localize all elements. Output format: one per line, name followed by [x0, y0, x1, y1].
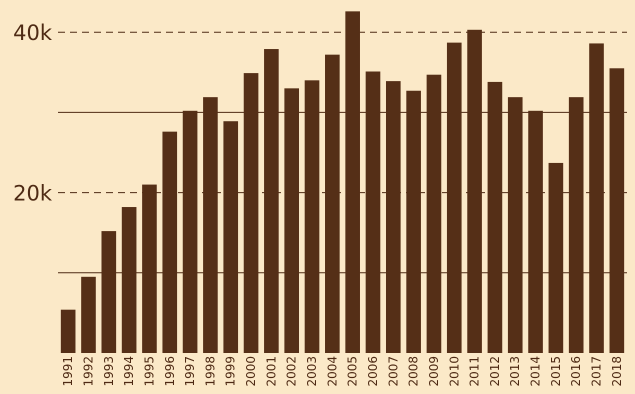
- x-tick-label: 1996: [163, 356, 177, 387]
- bars: [60, 11, 625, 354]
- x-tick-label: 1991: [61, 356, 75, 387]
- bar-1995: [142, 184, 157, 353]
- bar-2009: [426, 74, 442, 354]
- bar-1991: [60, 309, 76, 353]
- bar-2003: [304, 80, 320, 353]
- bar-2004: [325, 54, 340, 353]
- x-tick-label: 2001: [264, 356, 278, 387]
- bar-2016: [568, 97, 584, 353]
- x-tick-label: 2004: [325, 356, 339, 387]
- x-tick-label: 1994: [122, 356, 136, 387]
- x-tick-label: 2007: [386, 356, 400, 387]
- bar-2014: [528, 110, 543, 353]
- x-tick-label: 1993: [102, 356, 116, 387]
- y-tick-label: 20k: [13, 182, 53, 206]
- x-tick-label: 2014: [529, 356, 543, 387]
- bar-2012: [487, 81, 503, 354]
- x-tick-label: 1998: [203, 356, 217, 387]
- y-tick-label: 40k: [13, 21, 53, 45]
- bar-2018: [609, 68, 625, 353]
- x-tick-label: 2015: [549, 356, 563, 387]
- x-tick-label: 2017: [590, 356, 604, 387]
- x-tick-label: 2009: [427, 356, 441, 387]
- x-tick-label: 2013: [508, 356, 522, 387]
- x-tick-label: 2012: [488, 356, 502, 387]
- x-tick-label: 1995: [142, 356, 156, 387]
- bar-2000: [243, 73, 259, 353]
- bar-2011: [467, 29, 482, 353]
- bar-2013: [507, 97, 523, 353]
- bar-2002: [284, 88, 300, 353]
- x-tick-label: 2002: [285, 356, 299, 387]
- x-tick-label: 1999: [224, 356, 238, 387]
- x-tick-label: 1997: [183, 356, 197, 387]
- bar-2001: [264, 49, 279, 353]
- bar-1994: [121, 207, 137, 353]
- bar-1993: [101, 231, 117, 353]
- x-tick-label: 2006: [366, 356, 380, 387]
- bar-2017: [589, 43, 604, 354]
- x-axis-tick-labels: 1991 1992 1993 1994 1995 1996 1997 1998 1999 2000…: [61, 356, 624, 387]
- x-tick-label: 2010: [447, 356, 461, 387]
- bar-1997: [182, 110, 198, 353]
- bar-1996: [162, 131, 178, 353]
- bar-1999: [223, 121, 239, 353]
- bar-2008: [406, 90, 421, 353]
- x-tick-label: 2003: [305, 356, 319, 387]
- x-tick-label: 2000: [244, 356, 258, 387]
- bar-1998: [203, 97, 218, 353]
- bar-1992: [81, 276, 96, 353]
- x-tick-label: 2018: [610, 356, 624, 387]
- bar-2007: [385, 81, 401, 354]
- bar-2015: [548, 162, 564, 353]
- x-tick-label: 2011: [468, 356, 482, 387]
- bar-2005: [345, 11, 360, 353]
- y-axis-tick-labels: 40k 20k: [13, 21, 53, 205]
- bar-2010: [446, 42, 462, 353]
- x-tick-label: 2016: [569, 356, 583, 387]
- x-tick-label: 2005: [346, 356, 360, 387]
- bar-2006: [365, 71, 381, 353]
- x-tick-label: 2008: [407, 356, 421, 387]
- x-tick-label: 1992: [81, 356, 95, 387]
